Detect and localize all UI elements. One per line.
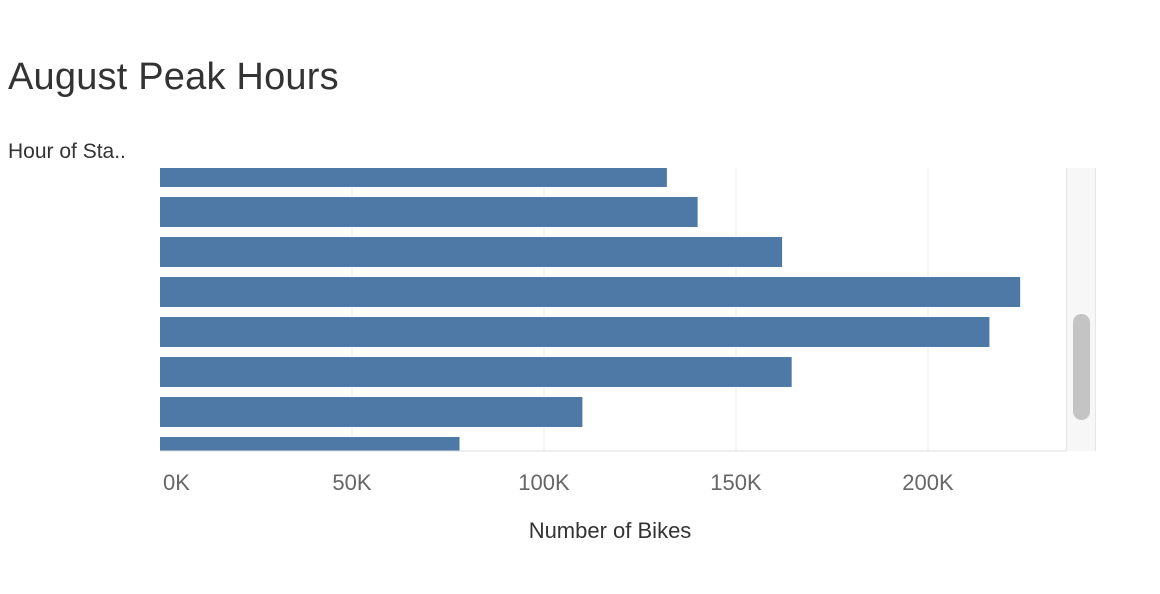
- x-tick-label: 50K: [332, 470, 371, 495]
- y-axis-header: Hour of Sta..: [8, 140, 126, 163]
- bars: [160, 157, 1021, 467]
- bar-hour-14[interactable]: [160, 157, 667, 187]
- bar-hour-20[interactable]: [160, 397, 583, 427]
- x-tick-labels: 0K 50K 100K 150K 200K: [163, 470, 954, 495]
- y-tick-label: 19: [126, 360, 150, 385]
- bar-hour-18[interactable]: [160, 317, 990, 347]
- y-tick-label: 16: [126, 240, 150, 265]
- y-tick-label: 18: [126, 320, 150, 345]
- y-tick-label: 15: [126, 200, 150, 225]
- y-tick-label: 14: [126, 160, 150, 185]
- x-tick-label: 200K: [902, 470, 954, 495]
- y-tick-label: 17: [126, 280, 150, 305]
- x-axis-title: Number of Bikes: [529, 518, 692, 543]
- bar-hour-17[interactable]: [160, 277, 1021, 307]
- bar-hour-15[interactable]: [160, 197, 698, 227]
- x-tick-label: 100K: [518, 470, 570, 495]
- x-tick-label: 0K: [163, 470, 190, 495]
- scrollbar-thumb[interactable]: [1073, 314, 1090, 420]
- bar-hour-19[interactable]: [160, 357, 792, 387]
- x-tick-label: 150K: [710, 470, 762, 495]
- bar-hour-21[interactable]: [160, 437, 460, 467]
- y-tick-label: 21: [126, 440, 150, 465]
- y-tick-label: 20: [126, 400, 150, 425]
- chart-title: August Peak Hours: [8, 56, 339, 98]
- y-tick-labels: 14 15 16 17 18 19 20 21: [126, 160, 150, 465]
- bar-hour-16[interactable]: [160, 237, 783, 267]
